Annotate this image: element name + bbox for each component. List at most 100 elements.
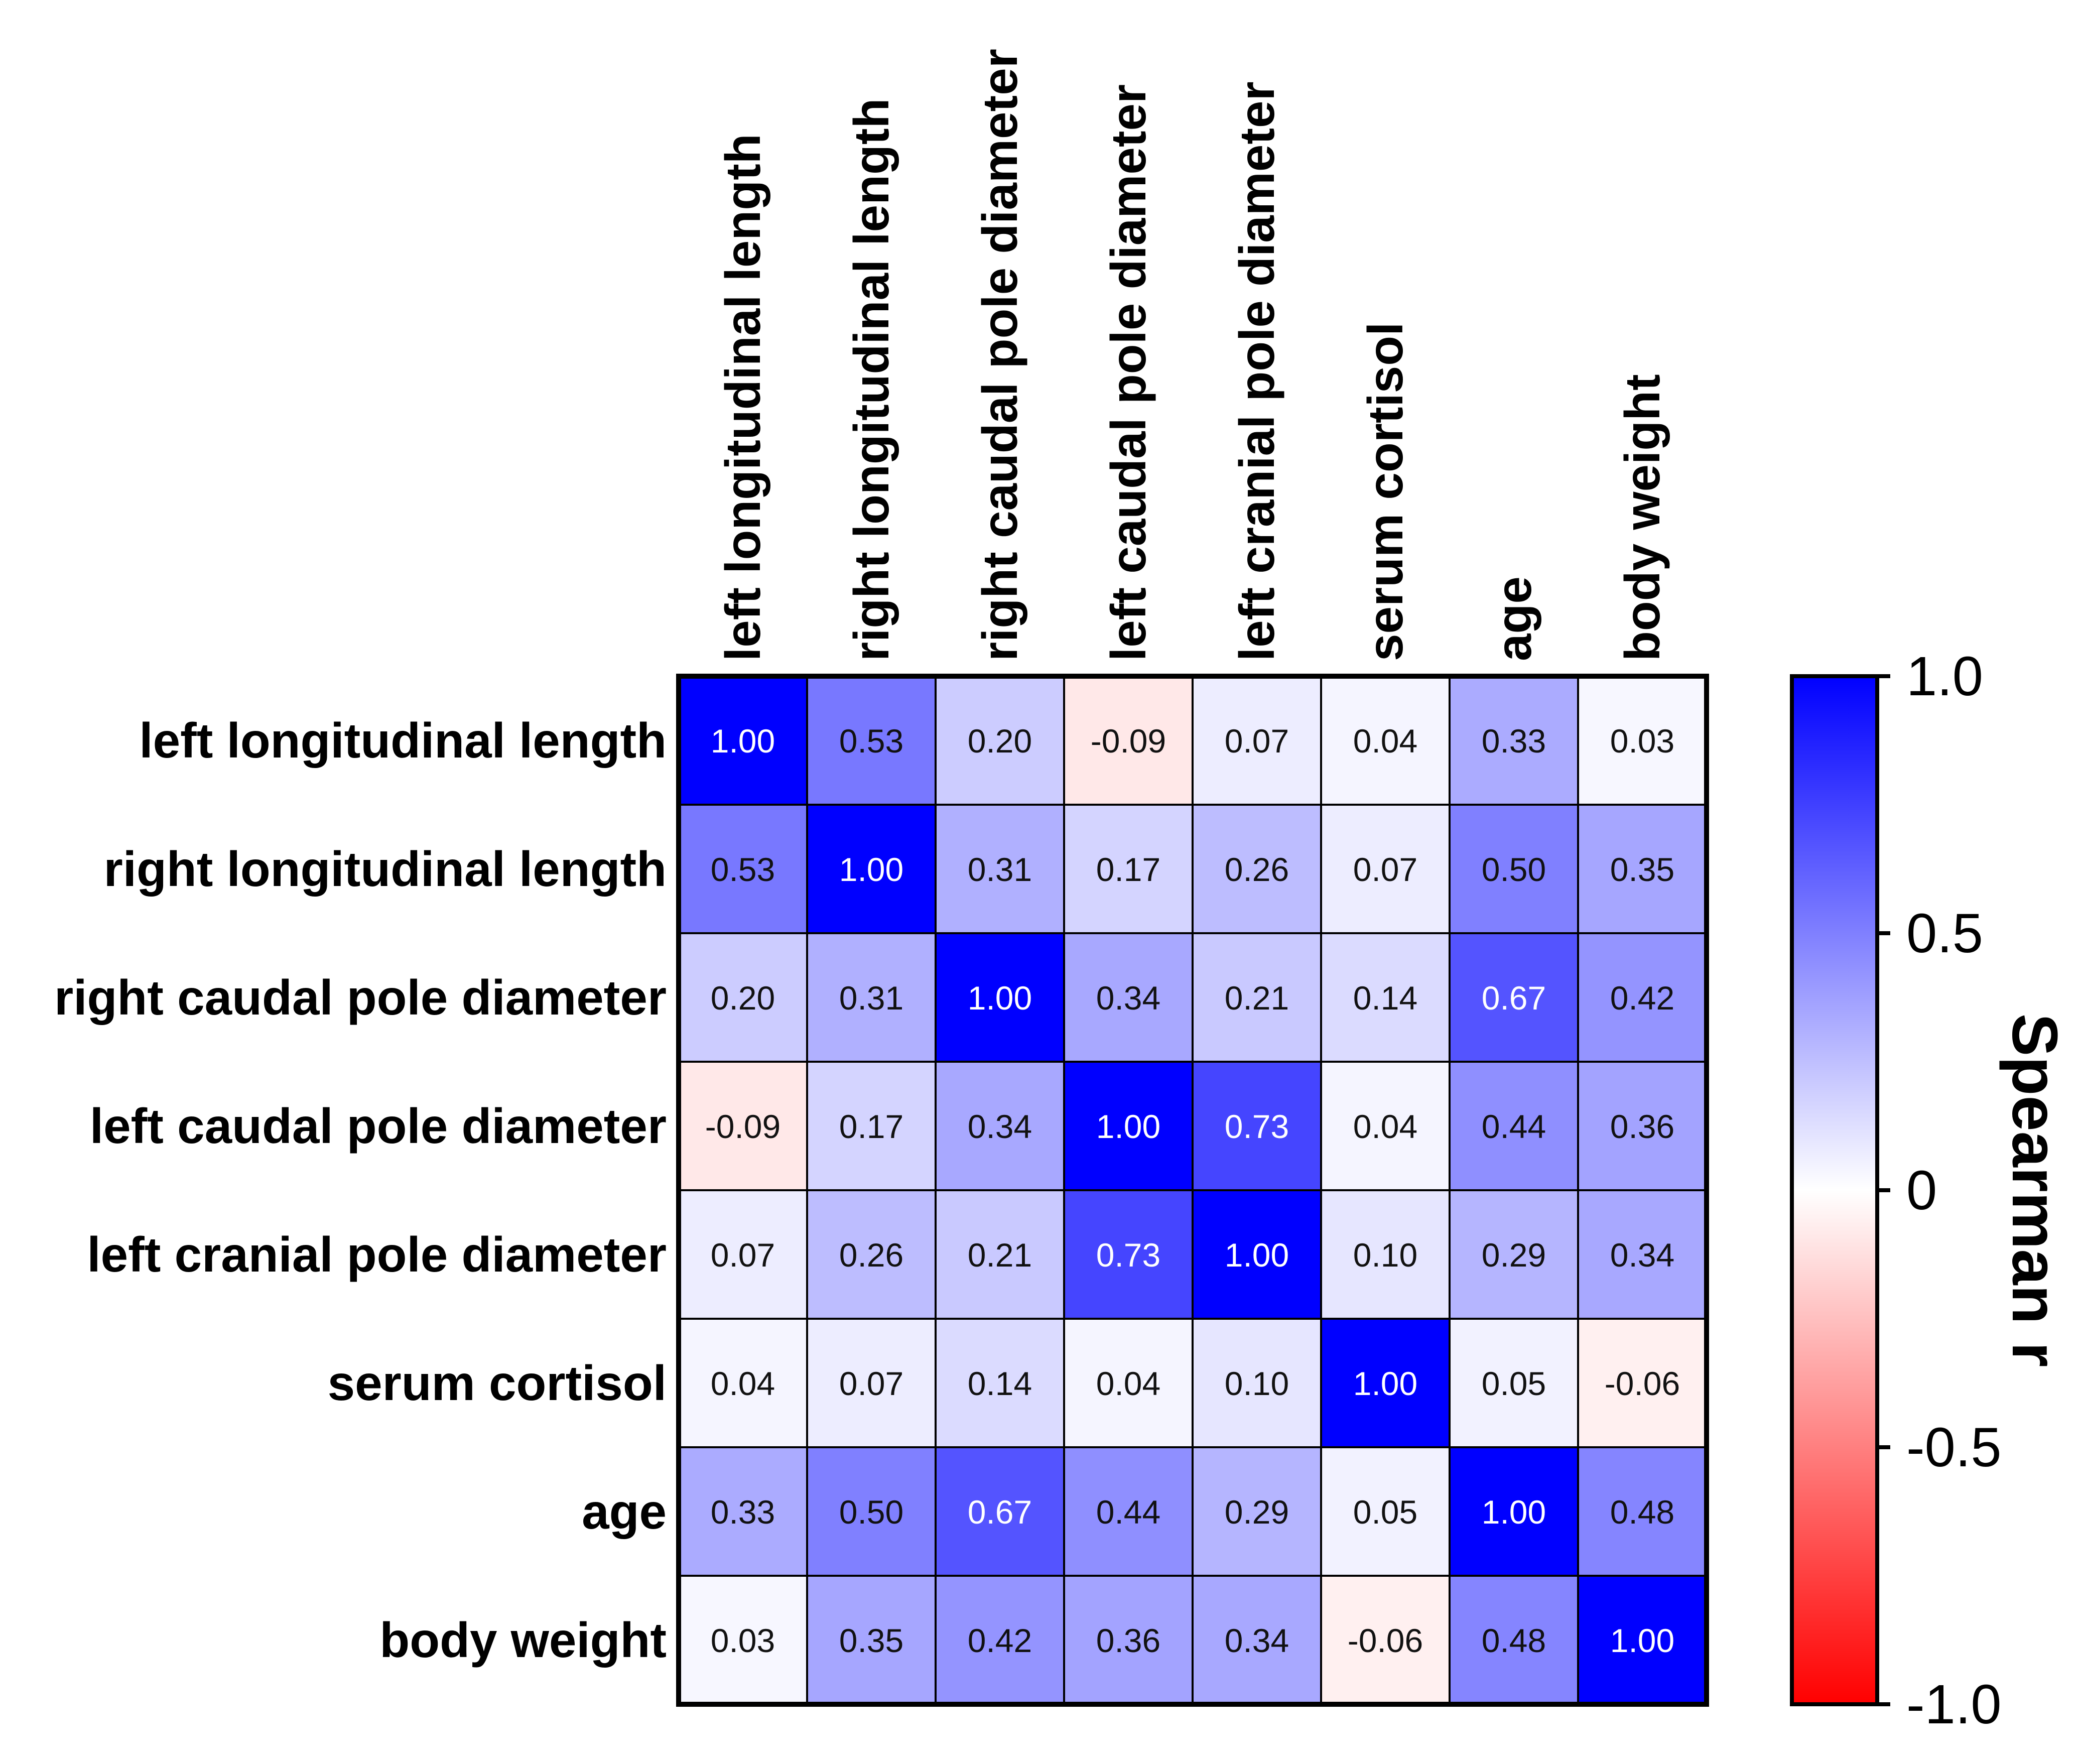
cell-value-label: 1.00: [711, 722, 775, 760]
cell-value-label: 0.44: [1096, 1493, 1160, 1531]
heatmap-cell: [936, 805, 1064, 933]
row-label: left longitudinal length: [139, 713, 667, 768]
heatmap-cell: [1450, 1062, 1578, 1190]
heatmap-cell: [1064, 1319, 1193, 1447]
cell-value-label: 0.05: [1482, 1365, 1546, 1402]
column-label: body weight: [1615, 374, 1670, 661]
cell-value-label: 0.21: [1225, 979, 1289, 1017]
heatmap-cell: [1193, 805, 1321, 933]
cell-value-label: 0.04: [1353, 722, 1417, 760]
heatmap-cell: [679, 676, 807, 805]
column-label: left cranial pole diameter: [1229, 81, 1284, 661]
heatmap-cell: [1193, 1447, 1321, 1576]
heatmap-cell: [679, 805, 807, 933]
cell-value-label: 0.14: [968, 1365, 1032, 1402]
column-label: serum cortisol: [1358, 322, 1413, 661]
cell-value-label: 0.04: [1353, 1108, 1417, 1145]
colorbar: 1.0 0.5 0 -0.5 -1.0 Spearman r: [1790, 646, 2070, 1735]
colorbar-tick-label: 0.5: [1906, 903, 1983, 964]
row-labels: left longitudinal length right longitudin…: [54, 713, 667, 1668]
heatmap-cell: [1450, 933, 1578, 1062]
cell-value-label: 1.00: [1353, 1365, 1417, 1402]
heatmap-cell: [1064, 1190, 1193, 1319]
heatmap-cell: [807, 1190, 936, 1319]
heatmap-cell: [807, 805, 936, 933]
heatmap-cell: [1578, 1319, 1707, 1447]
cell-value-label: 1.00: [968, 979, 1032, 1017]
heatmap-cell: [1064, 1062, 1193, 1190]
cell-value-label: 0.44: [1482, 1108, 1546, 1145]
colorbar-tick-label: 1.0: [1906, 646, 1983, 707]
cell-value-label: 0.67: [1482, 979, 1546, 1017]
row-label: right caudal pole diameter: [54, 970, 667, 1025]
cell-value-label: 0.33: [711, 1493, 775, 1531]
cell-value-label: 0.07: [711, 1236, 775, 1274]
heatmap-cell: [936, 676, 1064, 805]
heatmap-cell: [1064, 805, 1193, 933]
cell-value-label: 1.00: [1225, 1236, 1289, 1274]
cell-value-label: 0.21: [968, 1236, 1032, 1274]
cell-value-label: 0.35: [839, 1622, 903, 1659]
heatmap-cell: [1450, 1576, 1578, 1704]
cell-value-label: 1.00: [1482, 1493, 1546, 1531]
heatmap-cells: [679, 676, 1707, 1704]
cell-value-label: 0.14: [1353, 979, 1417, 1017]
heatmap-cell: [1321, 1190, 1450, 1319]
heatmap-cell: [1321, 1319, 1450, 1447]
cell-value-label: 0.10: [1225, 1365, 1289, 1402]
cell-value-label: -0.09: [705, 1108, 780, 1145]
heatmap-cell: [1450, 1319, 1578, 1447]
heatmap-cell: [679, 1576, 807, 1704]
cell-value-label: 0.31: [839, 979, 903, 1017]
cell-value-label: -0.06: [1605, 1365, 1680, 1402]
cell-value-label: 0.26: [839, 1236, 903, 1274]
cell-value-label: 0.36: [1610, 1108, 1674, 1145]
heatmap-border: [676, 674, 1709, 1707]
heatmap-cell: [679, 933, 807, 1062]
heatmap-cell: [807, 1319, 936, 1447]
heatmap-cell: [1193, 676, 1321, 805]
heatmap-cell: [1064, 1447, 1193, 1576]
heatmap-cell: [1450, 805, 1578, 933]
cell-value-label: 0.07: [1225, 722, 1289, 760]
heatmap-cell: [679, 1447, 807, 1576]
heatmap-cell: [1064, 1576, 1193, 1704]
heatmap-cell: [679, 1319, 807, 1447]
cell-value-label: 0.42: [968, 1622, 1032, 1659]
heatmap-cell: [679, 1062, 807, 1190]
cell-value-label: 0.17: [839, 1108, 903, 1145]
heatmap-cell: [807, 676, 936, 805]
cell-value-label: 0.35: [1610, 851, 1674, 888]
colorbar-gradient: [1790, 674, 1879, 1706]
cell-value-label: 0.53: [839, 722, 903, 760]
cell-value-label: 0.34: [1225, 1622, 1289, 1659]
cell-value-label: 1.00: [1610, 1622, 1674, 1659]
cell-value-label: 0.03: [1610, 722, 1674, 760]
heatmap-cell: [1193, 933, 1321, 1062]
heatmap-cell: [807, 933, 936, 1062]
heatmap-cell: [1578, 1062, 1707, 1190]
cell-value-label: 0.07: [1353, 851, 1417, 888]
cell-value-label: 0.50: [1482, 851, 1546, 888]
heatmap-cell: [1064, 676, 1193, 805]
column-label: age: [1486, 576, 1541, 661]
heatmap-cell: [1321, 1576, 1450, 1704]
cell-value-label: -0.06: [1348, 1622, 1423, 1659]
heatmap-cell: [1578, 933, 1707, 1062]
heatmap-cell: [1450, 1447, 1578, 1576]
heatmap-cell: [936, 1447, 1064, 1576]
heatmap-cell: [936, 1319, 1064, 1447]
column-label: right longitudinal length: [844, 98, 899, 661]
row-label: left cranial pole diameter: [87, 1227, 667, 1282]
row-label: age: [582, 1484, 667, 1539]
row-label: body weight: [379, 1612, 667, 1668]
row-label: serum cortisol: [328, 1355, 667, 1411]
cell-value-label: 0.20: [711, 979, 775, 1017]
cell-value-label: 0.07: [839, 1365, 903, 1402]
heatmap-cell: [1064, 933, 1193, 1062]
cell-value-label: 0.29: [1482, 1236, 1546, 1274]
cell-value-label: 0.04: [711, 1365, 775, 1402]
cell-value-label: 0.03: [711, 1622, 775, 1659]
